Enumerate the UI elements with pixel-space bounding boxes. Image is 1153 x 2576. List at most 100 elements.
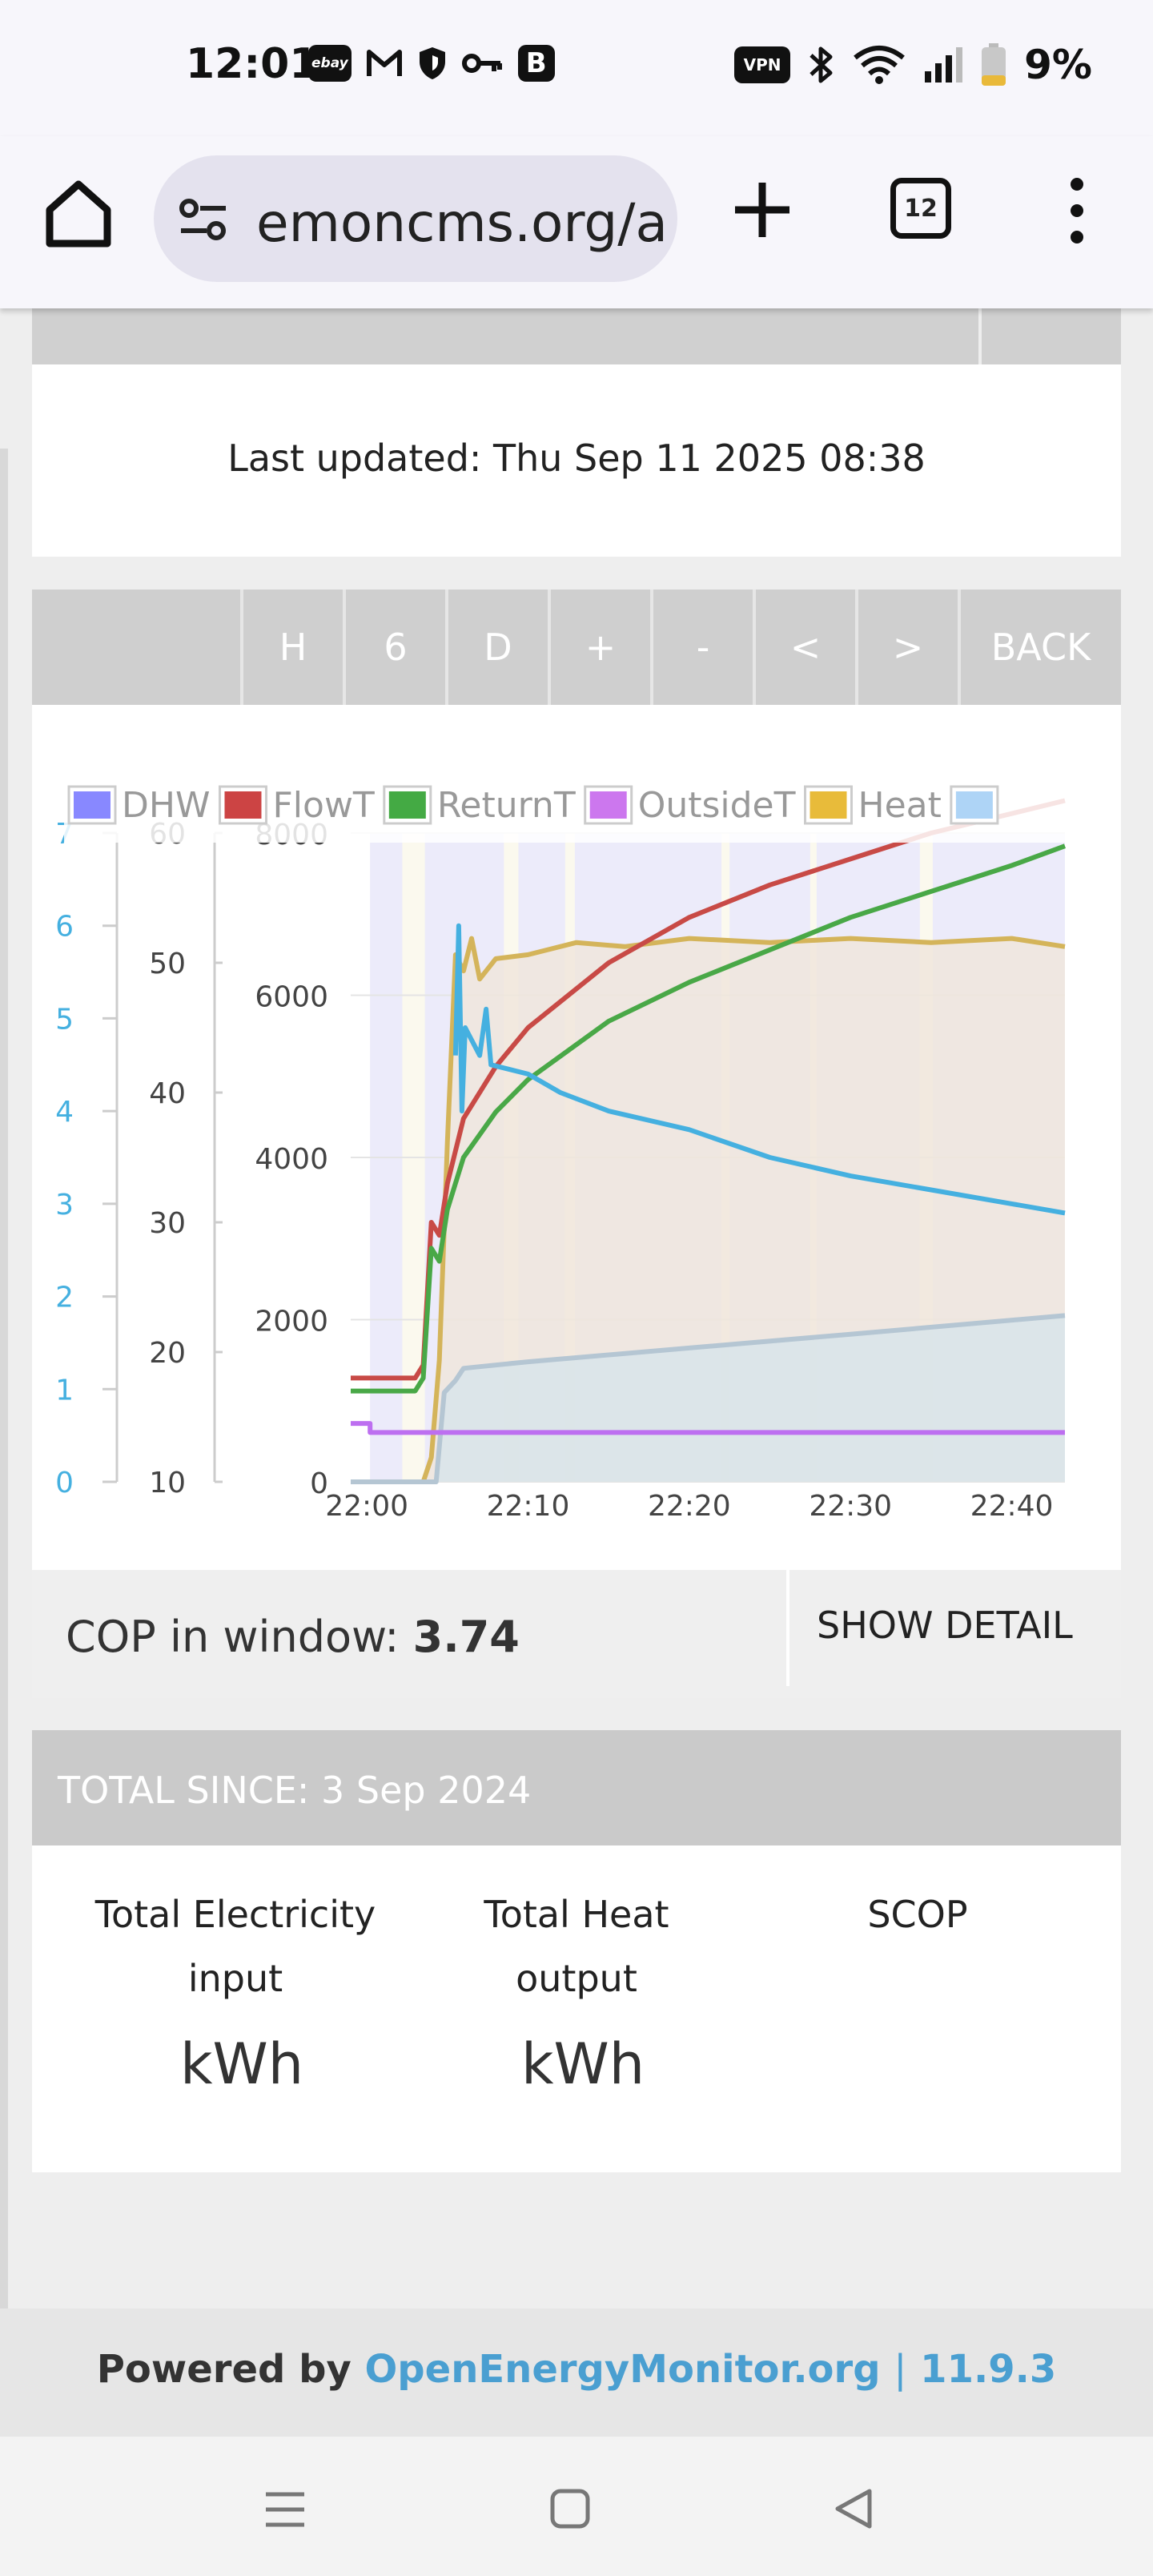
legend-swatch [74,791,110,819]
cop-axis-tick: 0 [55,1467,74,1499]
home-icon[interactable] [42,176,115,250]
legend-label: OutsideT [638,785,796,826]
pan-left-button[interactable]: < [753,590,855,705]
cop-axis-tick: 2 [55,1282,74,1314]
url-text[interactable]: emoncms.org/a [256,192,668,254]
temp-axis-tick: 30 [149,1207,186,1240]
panel-header [32,308,1121,364]
cop-window-label: COP in window: 3.74 [66,1612,520,1662]
chart-panel: 020004000600080001020304050600123456722:… [32,705,1121,1570]
battery-icon [982,43,1006,86]
x-axis-tick: 22:40 [970,1490,1054,1523]
legend-swatch [388,791,426,819]
footer-separator: | [894,2347,907,2392]
browser-toolbar: emoncms.org/a 12 [0,136,1153,308]
legend-label: ReturnT [437,785,576,826]
nav-button-6h[interactable]: 6 [343,590,445,705]
system-nav-bar [0,2437,1153,2576]
footer: Powered by OpenEnergyMonitor.org | 11.9.… [0,2308,1153,2437]
home-nav-icon[interactable] [549,2488,591,2530]
series-line-cop [452,923,1066,1216]
battery-level: 9% [1024,42,1092,88]
tab-switcher-button[interactable]: 12 [890,178,951,239]
cop-value: 3.74 [412,1612,520,1662]
totals-header-text: TOTAL SINCE: 3 Sep 2024 [58,1769,532,1812]
signal-icon [925,47,963,83]
power-axis-tick: 4000 [255,1143,328,1176]
wifi-icon [854,46,905,84]
total-electricity-label: Total Electricity input [59,1882,412,2010]
system-icons: VPN 9% [734,42,1092,88]
back-nav-icon[interactable] [831,2486,876,2531]
legend-swatch [224,791,262,819]
temp-axis-tick: 40 [149,1077,186,1110]
notification-icons: ebay B [308,45,555,82]
clock: 12:01 [186,40,319,88]
address-bar[interactable]: emoncms.org/a [154,155,677,282]
cop-axis-tick: 4 [55,1096,74,1129]
page-edge [0,449,8,2435]
shield-icon [419,47,445,79]
series-line-electric [351,1313,1066,1484]
x-axis-tick: 22:00 [325,1490,408,1523]
scop-label-line1: SCOP [867,1893,968,1936]
zoom-in-button[interactable]: + [548,590,650,705]
x-axis-tick: 22:30 [809,1490,892,1523]
power-axis-tick: 0 [310,1467,328,1500]
b-icon: B [517,45,555,82]
last-updated-text: Last updated: Thu Sep 11 2025 08:38 [227,437,926,480]
power-axis-tick: 2000 [255,1306,328,1338]
ebay-icon: ebay [308,45,352,82]
total-heat-label: Total Heat output [400,1882,753,2010]
powered-by-text: Powered by [96,2347,352,2392]
cop-label: COP in window: [66,1612,400,1662]
totals-header: TOTAL SINCE: 3 Sep 2024 [32,1730,1121,1845]
nav-button-hour[interactable]: H [240,590,343,705]
vpn-icon: VPN [734,46,791,83]
back-button[interactable]: BACK [958,590,1121,705]
temp-axis-tick: 20 [149,1337,186,1370]
cop-divider [786,1570,789,1686]
legend-label: DHW [122,785,210,826]
temp-axis-tick: 50 [149,948,186,980]
recent-apps-icon[interactable] [263,2489,307,2530]
series-line-heat [351,936,1066,1484]
legend-label: Heat [858,785,942,826]
heatpump-chart[interactable]: 020004000600080001020304050600123456722:… [32,705,1121,1570]
cop-axis-tick: 3 [55,1189,74,1222]
total-electricity-label-line2: input [187,1957,283,2000]
legend-swatch [810,791,847,819]
openenergymonitor-link[interactable]: OpenEnergyMonitor.org [364,2347,881,2392]
total-electricity-label-line1: Total Electricity [94,1893,376,1936]
bluetooth-icon [810,46,833,83]
site-settings-icon[interactable] [178,197,229,242]
key-icon [461,54,502,73]
nav-button-day[interactable]: D [445,590,548,705]
series-line-outsidet [351,1421,1065,1435]
total-heat-unit: kWh [520,2031,645,2097]
scop-label: SCOP [741,1882,1094,1946]
panel-header-divider [978,308,982,364]
power-axis-tick: 6000 [255,981,328,1014]
footer-text: Powered by OpenEnergyMonitor.org | 11.9.… [0,2347,1153,2392]
cop-bar: COP in window: 3.74 SHOW DETAIL [32,1570,1121,1698]
pan-right-button[interactable]: > [855,590,958,705]
more-options-icon[interactable] [1057,175,1097,247]
x-axis-tick: 22:10 [487,1490,570,1523]
temp-axis-tick: 10 [149,1467,186,1499]
chart-nav-bar: H 6 D + - < > BACK [32,590,1121,705]
total-heat-label-line2: output [516,1957,637,2000]
new-tab-icon[interactable] [730,178,794,242]
cop-axis-tick: 6 [55,911,74,944]
series-line-returnt [351,843,1067,1394]
show-detail-button[interactable]: SHOW DETAIL [817,1604,1073,1647]
total-heat-label-line1: Total Heat [484,1893,669,1936]
x-axis-tick: 22:20 [648,1490,731,1523]
zoom-out-button[interactable]: - [650,590,753,705]
status-panel: Last updated: Thu Sep 11 2025 08:38 [32,364,1121,557]
total-electricity-unit: kWh [179,2031,304,2097]
totals-panel: Total Electricity input kWh Total Heat o… [32,1845,1121,2172]
status-bar: 12:01 ebay B VPN 9% [0,0,1153,136]
gmail-icon [366,50,402,76]
version-link[interactable]: 11.9.3 [920,2347,1057,2392]
